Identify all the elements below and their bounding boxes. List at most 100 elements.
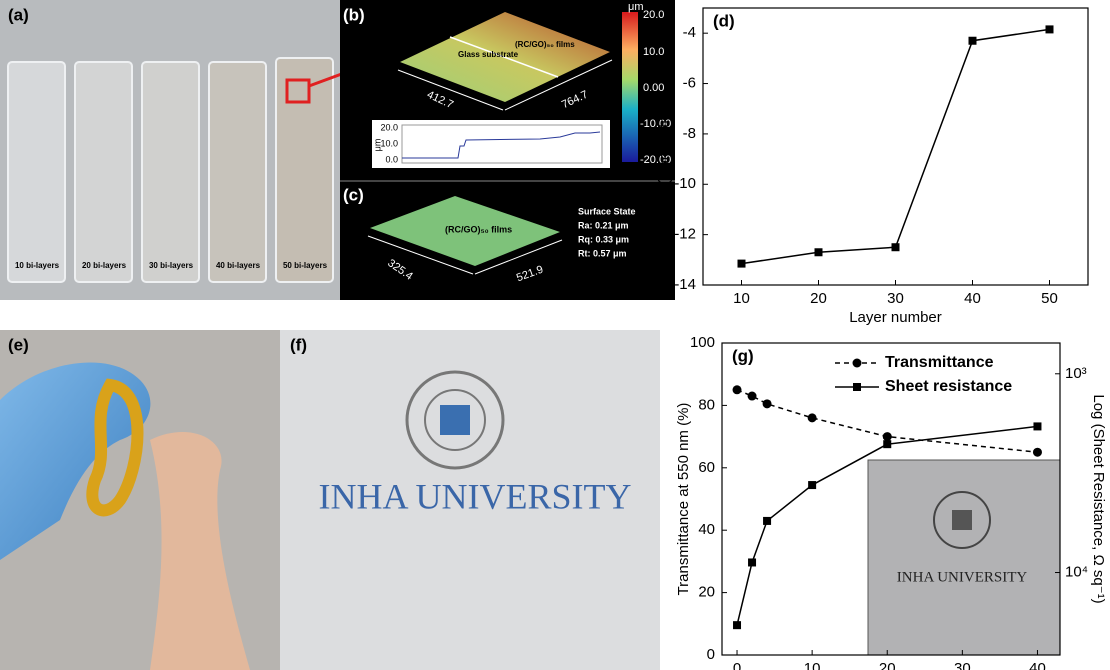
seal-emblem [952, 510, 972, 530]
y-tick-label: -12 [674, 226, 696, 243]
y-tick-label: 0 [707, 646, 715, 663]
marker [814, 248, 823, 257]
marker [1045, 25, 1054, 34]
slide-label: 30 bi-layers [149, 261, 194, 270]
colorbar-label: -20.00 [640, 154, 671, 166]
marker [763, 516, 772, 525]
profile-tick: 20.0 [380, 122, 398, 132]
slide [275, 57, 334, 283]
colorbar-label: 0.00 [643, 82, 664, 94]
y-tick-label: 100 [690, 334, 715, 351]
marker [762, 399, 772, 409]
annotation: Ra: 0.21 μm [578, 220, 629, 230]
marker [732, 385, 742, 395]
slide-label: 20 bi-layers [82, 261, 127, 270]
slide [74, 61, 133, 283]
inset-text: INHA UNIVERSITY [897, 569, 1028, 585]
x-tick-label: 20 [810, 290, 827, 307]
profile-frame [401, 124, 603, 164]
seal [405, 370, 505, 470]
x-axis-label: Layer number [849, 309, 942, 326]
profile-box [372, 120, 610, 168]
y-axis-label: lg (Conductivity) [656, 93, 673, 201]
x-tick-label: 50 [1041, 290, 1058, 307]
y-tick-label: -8 [683, 125, 696, 142]
annotation: Glass substrate [458, 50, 519, 59]
panel-a: (a) 10 bi-layers 20 bi-layers 30 bi-laye… [0, 0, 392, 300]
panel-e: (e) [0, 330, 280, 670]
colorbar-label: 10.0 [643, 46, 664, 58]
x-tick-label: 30 [954, 660, 971, 670]
annotation: Rt: 0.57 μm [578, 248, 627, 258]
marker [852, 358, 862, 368]
y-tick-label: -4 [683, 24, 696, 41]
x-tick-label: 40 [964, 290, 981, 307]
colorbar-label: 20.0 [643, 9, 664, 21]
panel-b: (b) (RC/GO)₅₀ films Glass substrate 412.… [340, 0, 675, 180]
y-axis-label: Transmittance at 550 nm (%) [675, 403, 692, 596]
panel-label: (c) [343, 185, 364, 204]
dimension-line [397, 69, 504, 111]
panel-c: (c) (RC/GO)₅₀ films 325.4 521.9 Surface … [340, 180, 675, 300]
series-line [736, 425, 1038, 626]
slide-label: 50 bi-layers [283, 261, 328, 270]
y-tick-label: 40 [698, 521, 715, 538]
marker [883, 440, 892, 449]
marker [808, 481, 817, 490]
y-tick-label: 20 [698, 584, 715, 601]
slide-label: 40 bi-layers [216, 261, 261, 270]
y2-axis-label: Log (Sheet Resistance, Ω sq⁻¹) [1090, 394, 1107, 603]
marker [1033, 422, 1042, 431]
x-tick-label: 10 [804, 660, 821, 670]
y-tick-label: 60 [698, 459, 715, 476]
panel-label: (d) [713, 11, 735, 30]
marker [747, 391, 757, 401]
photo-background [280, 330, 660, 670]
slide [208, 61, 267, 283]
panel-label: (e) [8, 335, 29, 354]
seal [424, 389, 486, 451]
profile-unit: μm [372, 139, 382, 152]
profile-tick: 10.0 [380, 138, 398, 148]
legend-label: Sheet resistance [885, 378, 1012, 395]
marker [748, 558, 757, 567]
panel-f: (f) INHA UNIVERSITY [280, 330, 660, 670]
profile-tick: 0.0 [385, 154, 398, 164]
y2-tick-label: 10³ [1065, 365, 1087, 382]
inset-photo: INHA UNIVERSITY [867, 459, 1061, 656]
inset-background [867, 459, 1061, 656]
y-tick-label: -10 [674, 175, 696, 192]
panel-label: (g) [732, 346, 754, 365]
x-tick-label: 40 [1029, 660, 1046, 670]
marker [1032, 447, 1042, 457]
slide [7, 61, 66, 283]
marker [882, 432, 892, 442]
glove [0, 362, 151, 560]
seal [933, 491, 991, 549]
flexible-film [86, 378, 144, 517]
dimension-line [504, 59, 613, 111]
chart: 01020304002040608010010³10⁴Number of spr… [675, 334, 1107, 670]
seal-emblem [440, 405, 470, 435]
logo-text: INHA UNIVERSITY [319, 476, 632, 516]
plot-frame [721, 342, 1061, 656]
slide [141, 61, 200, 283]
x-tick-label: 30 [887, 290, 904, 307]
marker [807, 413, 817, 423]
annotation: (RC/GO)₅₀ films [515, 40, 575, 49]
y-tick-label: -14 [674, 276, 696, 293]
panel-label: (b) [343, 5, 365, 24]
x-tick-label: 10 [733, 290, 750, 307]
highlight-box [285, 78, 311, 104]
series-line [741, 28, 1050, 265]
x-tick-label: 20 [879, 660, 896, 670]
legend-label: Transmittance [885, 354, 994, 371]
y-tick-label: -6 [683, 75, 696, 92]
surface-3d [370, 196, 560, 266]
colorbar [622, 12, 638, 162]
slide-label: 10 bi-layers [15, 261, 60, 270]
annotation: Surface State [578, 206, 636, 216]
panel-label: (f) [290, 335, 307, 354]
chart: 10 20 30 40 50 -14 -12 -10 -8 -6 -4 Layer number lg … [656, 7, 1089, 326]
boundary [449, 36, 559, 78]
